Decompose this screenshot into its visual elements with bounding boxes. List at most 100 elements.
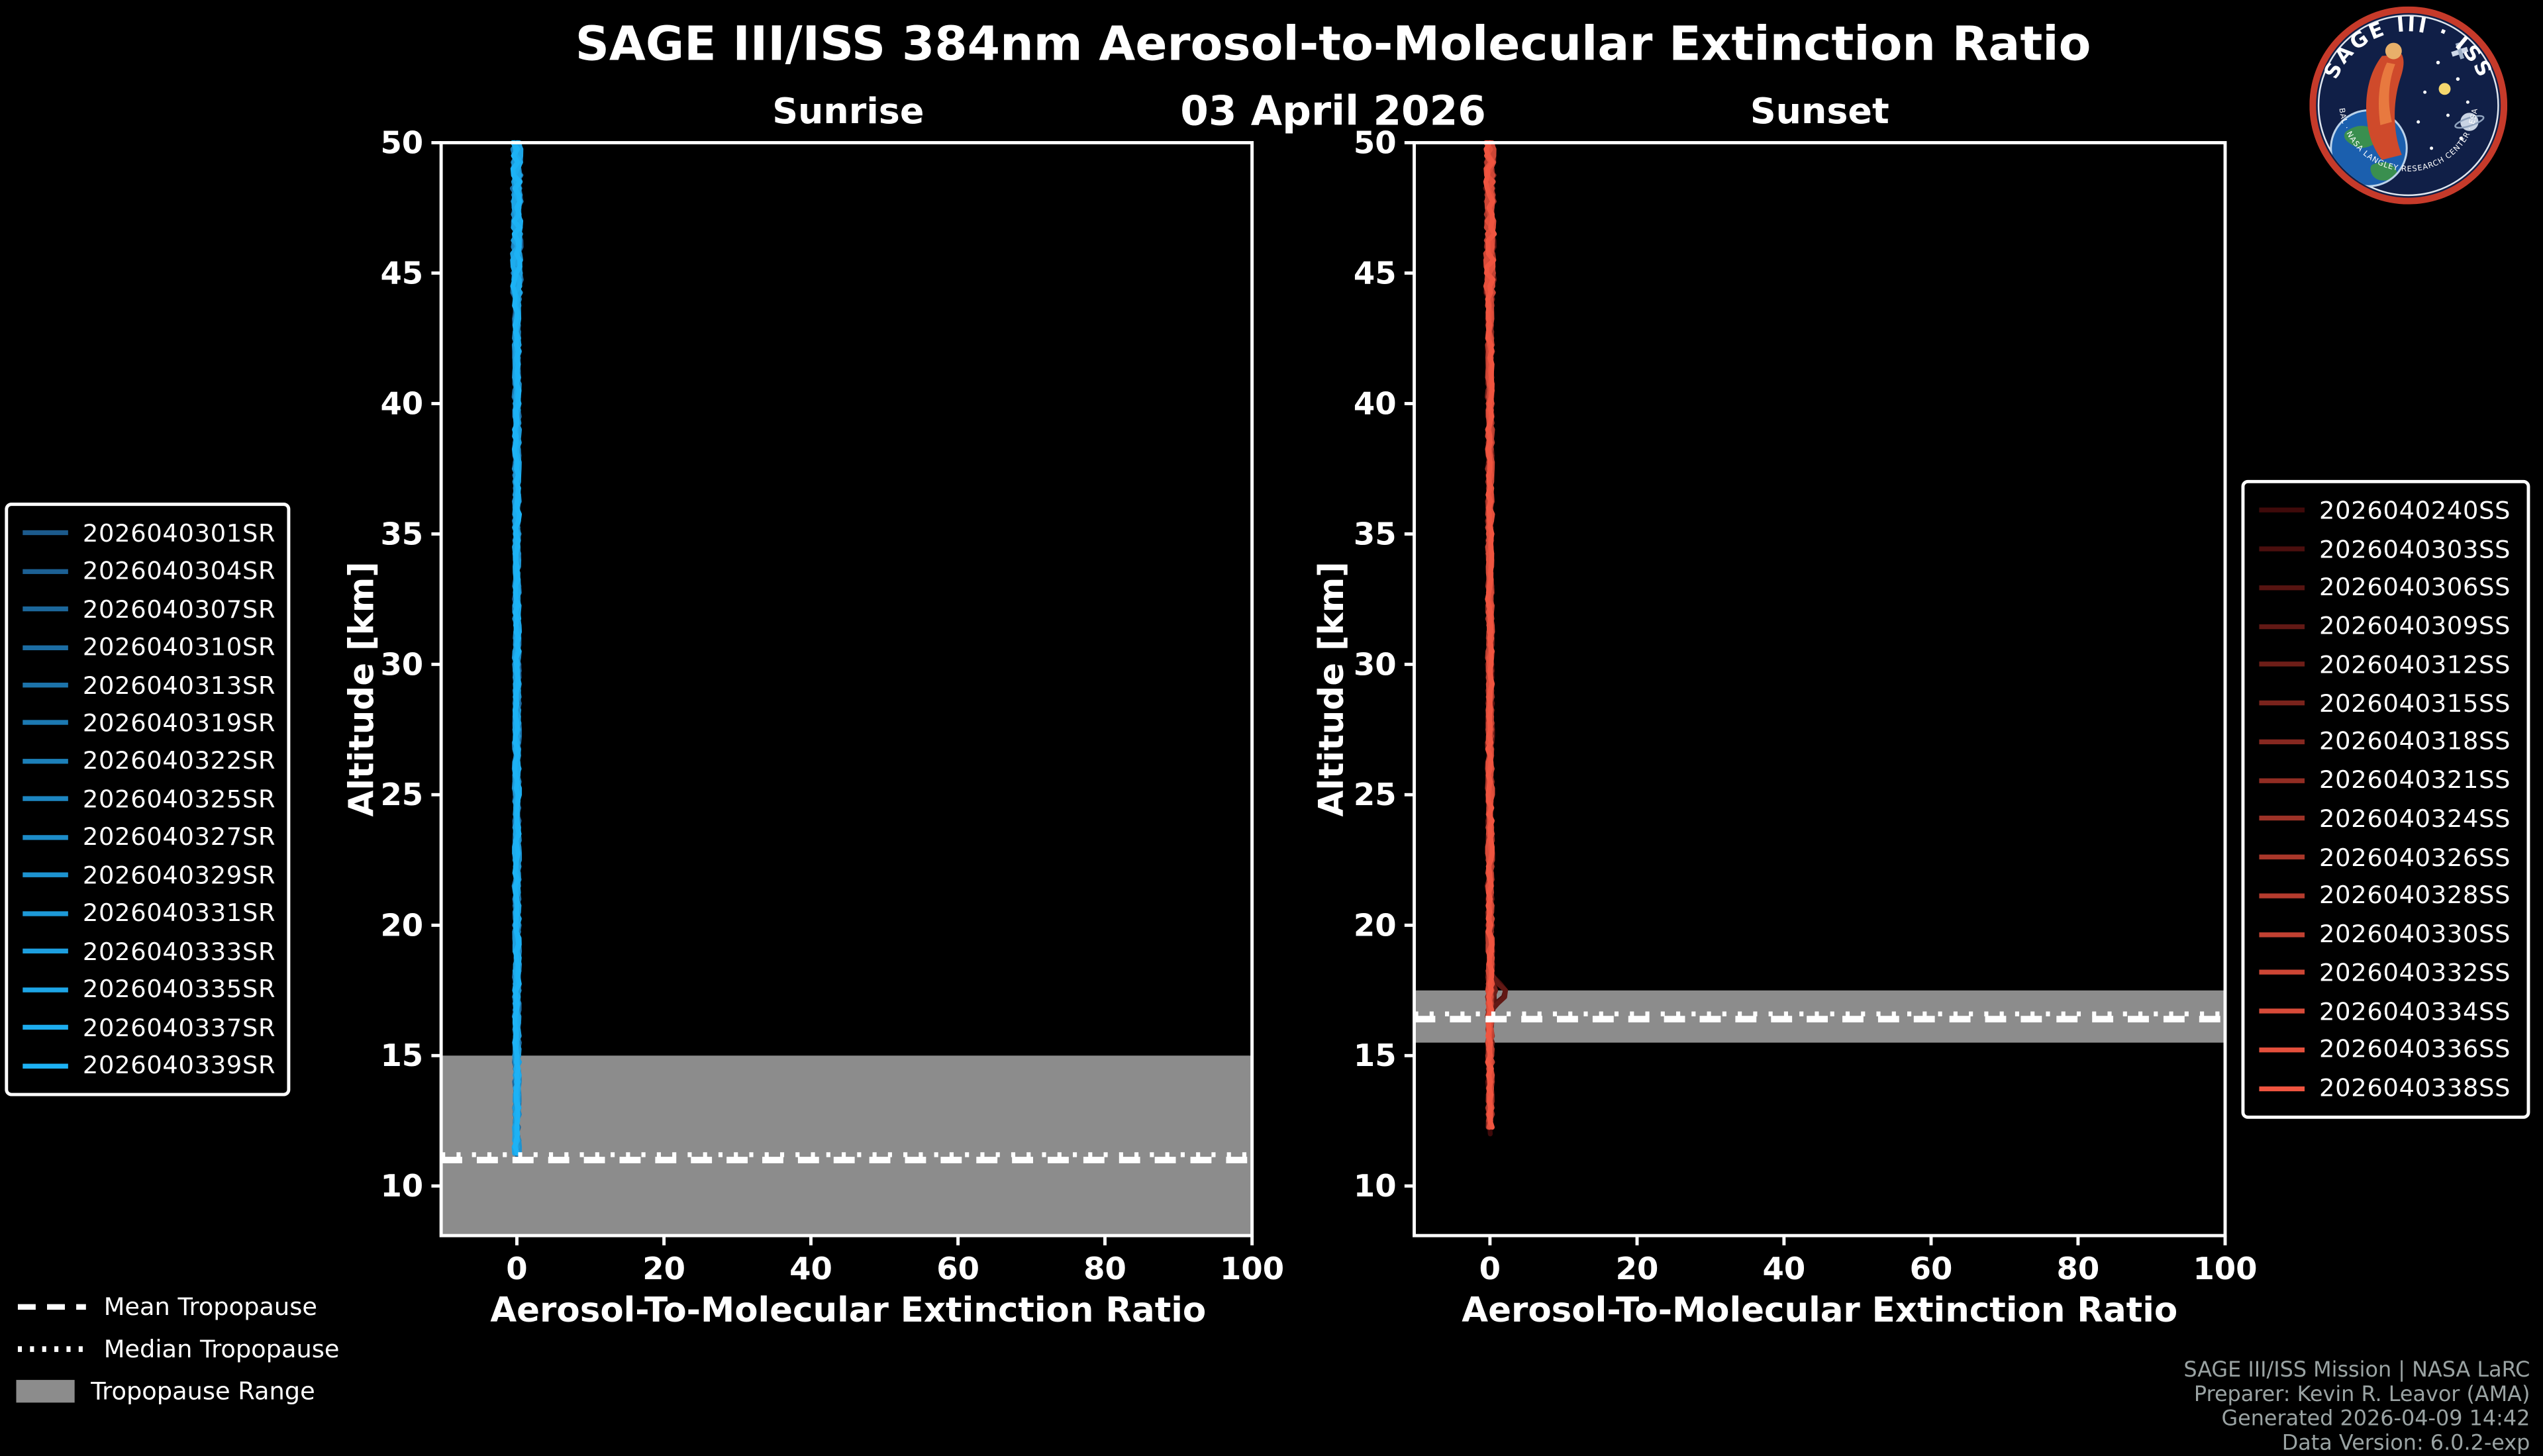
legend-line-swatch: [2259, 623, 2305, 629]
sage-iii-iss-mission-patch: SAGE III · ISS BAL · NASA LANGLEY RESEAR…: [2309, 6, 2508, 205]
legend-line-swatch: [2259, 546, 2305, 552]
legend-item: 2026040322SR: [23, 746, 276, 776]
x-tick-label: 100: [1220, 1251, 1284, 1286]
legend-line-swatch: [23, 720, 68, 726]
mean-tropopause-label: Mean Tropopause: [103, 1292, 317, 1322]
legend-label: 2026040304SR: [82, 556, 276, 586]
sunset-legend: 2026040240SS 2026040303SS 2026040306SS 2026…: [2241, 479, 2530, 1119]
y-tick-label: 25: [380, 777, 423, 812]
x-tick-label: 60: [1910, 1251, 1953, 1286]
credit-preparer-line: Preparer: Kevin R. Leavor (AMA): [2193, 1383, 2530, 1408]
legend-line-swatch: [23, 683, 68, 688]
x-tick-label: 0: [1479, 1251, 1501, 1286]
legend-label: 2026040335SR: [82, 975, 276, 1004]
legend-label: 2026040240SS: [2319, 496, 2511, 526]
sun-icon: [2438, 83, 2451, 95]
legend-label: 2026040328SS: [2319, 881, 2511, 910]
legend-label: 2026040309SS: [2319, 611, 2511, 641]
x-tick-label: 40: [1763, 1251, 1806, 1286]
y-tick-label: 15: [1354, 1038, 1397, 1073]
legend-label: 2026040338SS: [2319, 1073, 2511, 1103]
legend-item: 2026040310SR: [23, 632, 275, 661]
legend-line-swatch: [23, 568, 68, 574]
legend-label: 2026040307SR: [82, 594, 276, 624]
y-tick-label: 40: [1354, 385, 1397, 421]
tropopause-range-band: [441, 1055, 1252, 1236]
legend-line-swatch: [2259, 1008, 2305, 1014]
y-tick-label: 15: [380, 1038, 423, 1073]
legend-label: 2026040322SR: [82, 746, 276, 776]
legend-line-swatch: [2259, 701, 2305, 706]
credit-version-line: Data Version: 6.0.2-exp: [2281, 1432, 2530, 1456]
legend-item: 2026040312SS: [2259, 650, 2512, 679]
dotted-line-sample-icon: [17, 1346, 86, 1352]
legend-line-swatch: [23, 834, 68, 840]
legend-label: 2026040315SS: [2319, 688, 2511, 718]
legend-label: 2026040327SR: [82, 822, 276, 852]
legend-line-swatch: [23, 1025, 68, 1030]
legend-line-swatch: [23, 987, 68, 992]
legend-line-swatch: [2259, 662, 2305, 667]
legend-item: 2026040335SR: [23, 975, 276, 1004]
legend-item: 2026040309SS: [2259, 612, 2512, 641]
range-patch-sample-icon: [16, 1380, 75, 1403]
x-tick-label: 80: [1083, 1251, 1126, 1286]
y-tick-label: 30: [380, 646, 423, 682]
credit-mission-line: SAGE III/ISS Mission | NASA LaRC: [2183, 1359, 2530, 1383]
y-tick-label: 10: [1354, 1168, 1397, 1204]
legend-item: 2026040328SS: [2259, 881, 2512, 910]
legend-line-swatch: [2259, 1047, 2305, 1053]
sunset-y-axis-label: Altitude [km]: [1312, 561, 1352, 817]
legend-line-swatch: [2259, 777, 2305, 783]
legend-line-swatch: [2259, 970, 2305, 975]
legend-line-swatch: [2259, 1085, 2305, 1091]
x-tick-label: 20: [642, 1251, 685, 1286]
legend-line-swatch: [2259, 932, 2305, 937]
dashed-line-sample-icon: [17, 1304, 86, 1310]
legend-item: 2026040336SS: [2259, 1035, 2512, 1064]
legend-line-swatch: [2259, 739, 2305, 744]
credits: SAGE III/ISS Mission | NASA LaRC Prepare…: [2183, 1359, 2530, 1456]
legend-line-swatch: [23, 758, 68, 764]
legend-label: 2026040333SR: [82, 936, 276, 966]
legend-item: 2026040318SS: [2259, 727, 2512, 756]
y-tick-label: 50: [1354, 124, 1397, 160]
legend-label: 2026040326SS: [2319, 842, 2511, 872]
robed-figure-icon: [2366, 42, 2404, 160]
legend-item: 2026040307SR: [23, 594, 276, 624]
legend-label: 2026040330SS: [2319, 919, 2511, 949]
legend-item: 2026040327SR: [23, 822, 276, 852]
legend-item: 2026040321SS: [2259, 765, 2512, 795]
figure-title: SAGE III/ISS 384nm Aerosol-to-Molecular …: [575, 16, 2091, 72]
legend-label: 2026040303SS: [2319, 534, 2511, 564]
legend-item: 2026040331SR: [23, 898, 275, 928]
legend-item: 2026040324SS: [2259, 804, 2512, 833]
legend-label: 2026040312SS: [2319, 650, 2511, 679]
legend-line-swatch: [2259, 816, 2305, 822]
figure-date: 03 April 2026: [1180, 87, 1486, 135]
axes-border: [1413, 141, 2227, 1238]
legend-label: 2026040321SS: [2319, 765, 2511, 795]
sunrise-x-axis-label: Aerosol-To-Molecular Extinction Ratio: [490, 1290, 1207, 1330]
y-tick-label: 45: [380, 255, 423, 291]
legend-label: 2026040318SS: [2319, 727, 2511, 757]
legend-item: 2026040306SS: [2259, 573, 2512, 602]
legend-label: 2026040339SR: [82, 1051, 276, 1081]
sunset-x-axis-label: Aerosol-To-Molecular Extinction Ratio: [1462, 1290, 2178, 1330]
y-tick-label: 40: [380, 385, 423, 421]
legend-line-swatch: [23, 797, 68, 802]
legend-item: 2026040334SS: [2259, 996, 2512, 1026]
legend-item: 2026040338SS: [2259, 1074, 2512, 1103]
legend-line-swatch: [23, 644, 68, 650]
legend-line-swatch: [23, 530, 68, 536]
legend-label: 2026040325SR: [82, 785, 276, 814]
legend-label: 2026040334SS: [2319, 996, 2511, 1026]
legend-line-swatch: [23, 949, 68, 954]
legend-label: 2026040329SR: [82, 860, 276, 890]
legend-line-swatch: [2259, 508, 2305, 513]
sunrise-y-axis-label: Altitude [km]: [342, 561, 381, 817]
legend-item: 2026040304SR: [23, 556, 276, 586]
y-tick-label: 45: [1354, 255, 1397, 291]
x-tick-label: 100: [2193, 1251, 2257, 1286]
legend-item: 2026040339SR: [23, 1051, 276, 1081]
